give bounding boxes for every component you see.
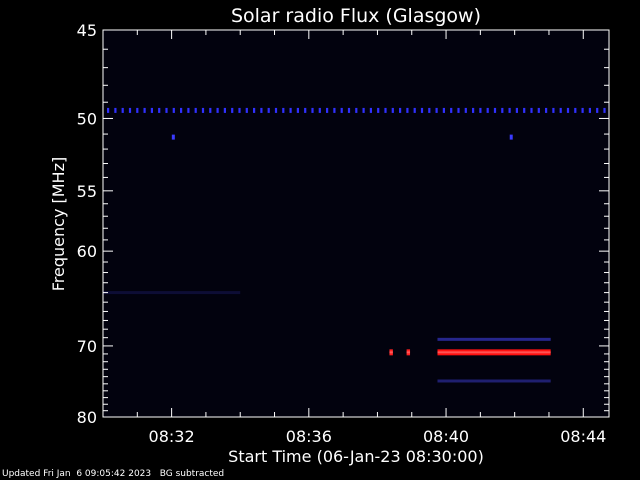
spot-marker: [509, 134, 513, 140]
y-tick-label: 60: [77, 242, 97, 261]
interference-dash: [450, 107, 453, 113]
interference-dash: [559, 107, 562, 113]
interference-dash: [128, 107, 132, 113]
updated-text: Updated Fri Jan 6 09:05:42 2023: [2, 469, 152, 479]
x-tick-label: 08:36: [286, 427, 332, 446]
x-tick-label: 08:44: [560, 427, 606, 446]
y-tick-label: 45: [77, 21, 97, 40]
spot-marker: [171, 134, 175, 140]
interference-dash: [603, 107, 606, 113]
interference-dash: [136, 107, 139, 113]
interference-dash: [574, 107, 577, 113]
burst-core: [406, 351, 411, 354]
y-tick-label: 50: [77, 109, 97, 128]
interference-dash: [545, 107, 548, 113]
y-tick-label: 80: [77, 408, 97, 427]
interference-dash: [201, 107, 205, 113]
interference-dash: [442, 107, 445, 113]
interference-dash: [530, 107, 533, 113]
interference-dash: [231, 107, 234, 113]
burst-core: [389, 351, 393, 354]
interference-dash: [296, 107, 299, 113]
interference-dash: [501, 107, 504, 113]
interference-dash: [209, 107, 212, 113]
interference-dash: [326, 107, 329, 113]
interference-dash: [523, 107, 526, 113]
interference-dash: [333, 107, 336, 113]
interference-dash: [150, 107, 153, 113]
interference-dash: [384, 107, 387, 113]
faint-band: [437, 379, 551, 383]
interference-dash: [552, 107, 555, 113]
interference-dash: [180, 107, 183, 113]
x-axis-label: Start Time (06-Jan-23 08:30:00): [228, 447, 484, 466]
plot-frame: [102, 29, 610, 418]
interference-dash: [596, 107, 599, 113]
interference-dash: [216, 107, 219, 113]
interference-dash: [493, 107, 497, 113]
interference-dash: [143, 107, 146, 113]
interference-dash: [486, 107, 489, 113]
bg-note: BG subtracted: [159, 469, 225, 479]
interference-dash: [508, 107, 511, 113]
interference-dash: [362, 107, 365, 113]
interference-dash: [457, 107, 460, 113]
interference-dash: [260, 107, 263, 113]
interference-dash: [347, 107, 351, 113]
faint-band: [437, 337, 551, 341]
y-tick-label: 55: [77, 182, 97, 201]
interference-dash: [107, 107, 110, 113]
burst-core: [437, 351, 551, 354]
interference-dash: [238, 107, 241, 113]
interference-dash: [472, 107, 475, 113]
faint-band: [103, 291, 241, 295]
plot-area: 08:32 08:36 08:40 08:44 45 50 55 60 70 80: [77, 21, 610, 446]
x-tick-label: 08:32: [149, 427, 195, 446]
interference-dash: [428, 107, 431, 113]
interference-dash: [253, 107, 256, 113]
interference-dash: [223, 107, 226, 113]
interference-dash: [413, 107, 416, 113]
interference-dash: [158, 107, 161, 113]
interference-dash: [187, 107, 190, 113]
interference-dash: [165, 107, 168, 113]
interference-dash: [311, 107, 314, 113]
chart-title: Solar radio Flux (Glasgow): [231, 5, 481, 27]
interference-dash: [369, 107, 372, 113]
interference-dash: [479, 107, 482, 113]
interference-dash: [399, 107, 402, 113]
interference-dash: [420, 107, 424, 113]
interference-dash: [464, 107, 467, 113]
interference-dash: [340, 107, 343, 113]
y-tick-label: 70: [77, 337, 97, 356]
interference-dash: [274, 107, 278, 113]
interference-dash: [194, 107, 197, 113]
interference-dash: [581, 107, 584, 113]
interference-dash: [391, 107, 394, 113]
interference-dash: [355, 107, 358, 113]
interference-dash: [121, 107, 124, 113]
interference-dash: [267, 107, 270, 113]
interference-dash: [172, 107, 175, 113]
interference-dash: [289, 107, 292, 113]
interference-dash: [588, 107, 591, 113]
plot-background: [103, 30, 609, 417]
y-axis-label: Frequency [MHz]: [49, 157, 68, 291]
interference-dash: [114, 107, 117, 113]
interference-dash: [566, 107, 570, 113]
interference-dash: [515, 107, 518, 113]
interference-dash: [245, 107, 248, 113]
interference-dash: [406, 107, 409, 113]
interference-dash: [377, 107, 380, 113]
footer-status: Updated Fri Jan 6 09:05:42 2023 BG subtr…: [2, 469, 224, 479]
interference-dash: [435, 107, 438, 113]
x-tick-label: 08:40: [423, 427, 469, 446]
interference-dash: [304, 107, 307, 113]
interference-dash: [537, 107, 540, 113]
interference-dash: [282, 107, 285, 113]
interference-dash: [318, 107, 321, 113]
